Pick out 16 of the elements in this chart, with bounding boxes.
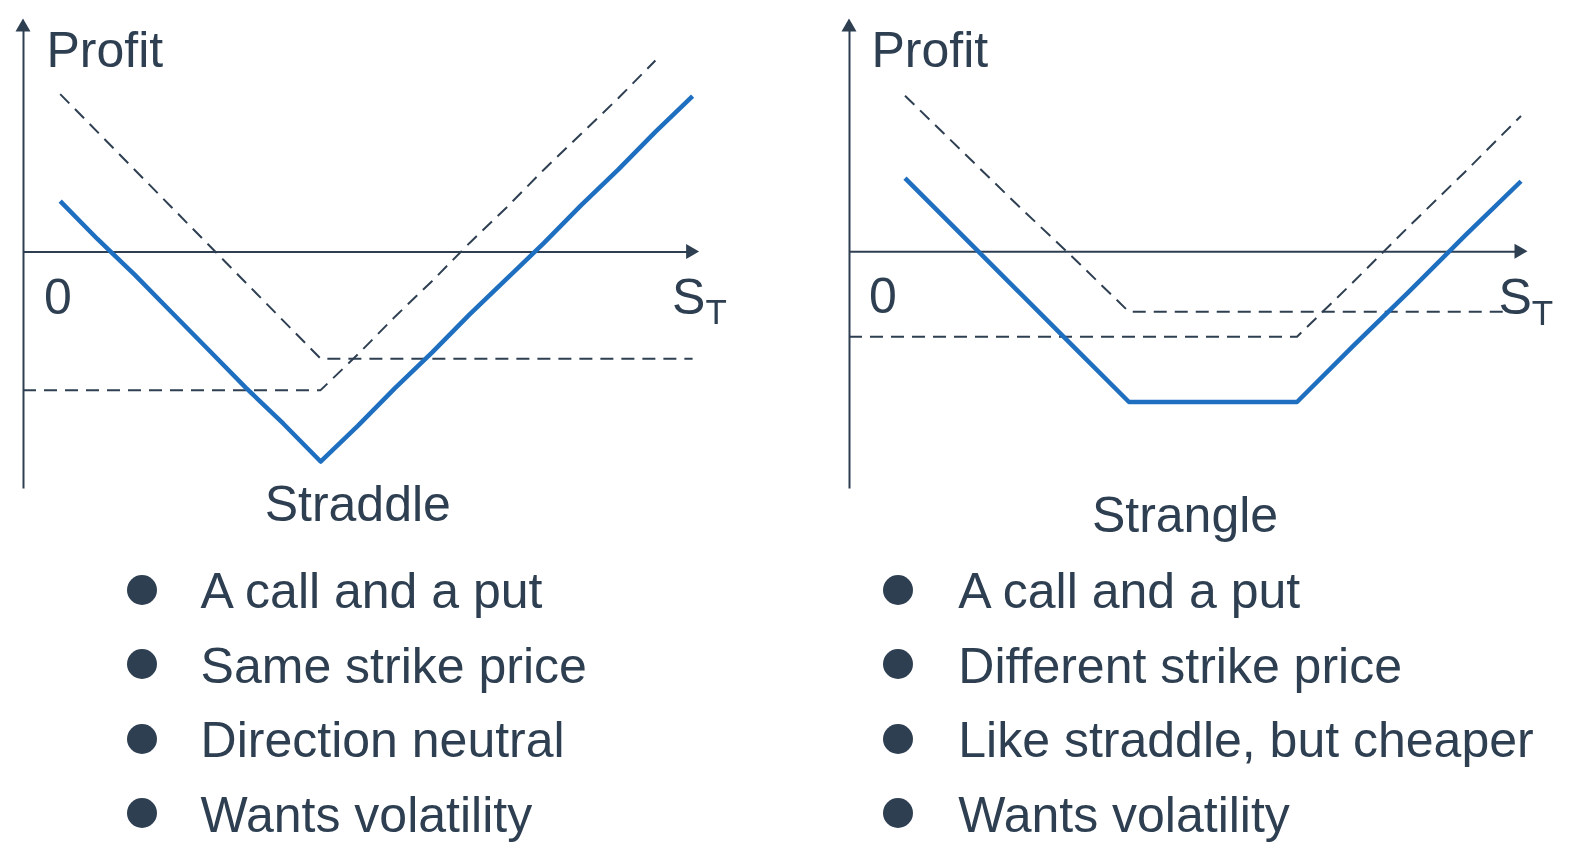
annotation: 0 (869, 268, 897, 325)
y-axis-title: Profit (871, 21, 989, 78)
x-axis-title: S$_{T}$ (1498, 268, 1554, 332)
text: A call and a put (200, 563, 543, 620)
text: A call and a put (958, 563, 1301, 620)
x-axis-title: S$_{T}$ (672, 269, 727, 332)
text: Wants volatility (958, 786, 1290, 843)
text: Strangle (1091, 487, 1279, 543)
text: Wants volatility (200, 786, 533, 843)
annotation: 0 (44, 268, 72, 325)
text: Like straddle, but cheaper (958, 712, 1534, 769)
text: Different strike price (958, 637, 1402, 694)
y-axis-title: Profit (46, 21, 164, 78)
text: Straddle (264, 476, 451, 532)
text: Direction neutral (200, 712, 565, 769)
text: Same strike price (200, 637, 587, 694)
